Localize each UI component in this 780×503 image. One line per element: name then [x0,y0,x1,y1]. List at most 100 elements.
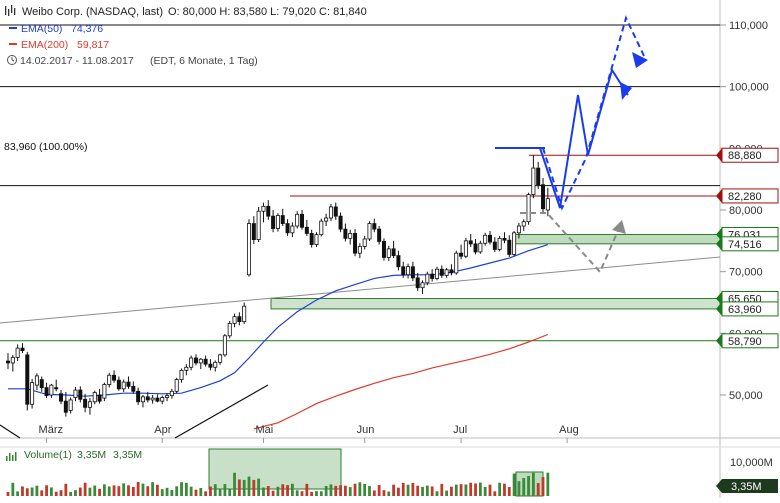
candle-body [136,390,141,403]
volume-value-2: 3,35M [113,449,142,461]
support-zone-upper [512,233,721,245]
volume-bar [498,482,502,496]
volume-bar [387,491,391,496]
candle-body [541,184,546,210]
volume-bar [117,486,121,496]
candle-body [203,358,208,365]
candle [256,206,261,243]
candle-body [34,375,39,386]
candle [218,353,223,365]
volume-bar [459,484,463,496]
candle-body [20,347,25,351]
candle [497,235,502,252]
volume-bar [300,491,304,496]
volume-bar [397,487,400,496]
candle-body [319,220,324,236]
volume-bar [107,486,111,496]
candle [357,243,362,259]
volume-bar [512,473,516,496]
candle-body [246,223,251,276]
candle [15,344,20,362]
candle [68,397,73,414]
candle [309,229,314,248]
volume-last-badge [722,479,778,493]
ema50-legend-swatch [9,27,17,29]
candle-body [179,369,184,380]
volume-bar [165,487,169,496]
candle [251,216,256,244]
candle [396,250,401,271]
volume-bar [271,490,275,496]
candle [92,390,97,405]
volume-bar [194,489,198,496]
x-axis-months: März Apr Mai Jun Jul Aug [39,424,579,443]
volume-bar [310,491,314,496]
price-badge-pointer [716,333,722,348]
volume-bar [290,483,294,496]
candle-body [406,266,411,276]
candle-body [165,395,170,398]
volume-bar [348,487,352,496]
volume-bar [401,482,405,496]
volume-bar [262,487,265,496]
candle-body [295,213,300,227]
candle-body [251,223,256,240]
candle-body [516,225,521,234]
candle-body [415,277,420,289]
candle-body [59,393,64,402]
candle [314,232,319,247]
candle-body [507,239,512,255]
candle [261,202,266,223]
volume-header: Volume(1) 3,35M 3,35M [6,449,142,461]
candle-body [521,221,526,227]
candle [439,265,444,278]
volume-bar [141,483,145,496]
price-badge-label: 58,790 [728,336,762,348]
candle [425,271,430,286]
candle [246,219,251,277]
ema200-legend-value: 59,817 [77,39,109,51]
candle [112,370,117,383]
volume-bar [112,485,116,496]
candle-body [430,273,435,279]
candle [295,211,300,229]
candle-body [227,323,232,337]
date-range: 14.02.2017 - 11.08.2017 [20,55,134,67]
candle-body [261,205,266,212]
candle-body [434,268,439,279]
candle-body [396,255,401,268]
price-badge-label: 63,960 [728,304,762,316]
candle [271,210,276,233]
volume-bar [199,487,203,496]
candle [536,161,541,190]
candle-body [300,213,305,228]
candle-body [536,167,541,186]
volume-bar [122,483,126,496]
candle-body [502,237,507,241]
chart-type-icon[interactable] [5,5,16,16]
volume-bar [103,484,106,496]
candle-body [444,269,449,276]
volume-bar [382,490,386,496]
volume-bar [507,487,511,496]
candle-body [545,198,550,211]
x-tick-label: Mai [255,424,273,436]
candle-body [377,228,382,242]
candle-body [512,232,517,255]
candle-body [362,238,367,247]
candle-body [131,385,136,392]
y-tick-label: 110,000 [729,20,768,32]
volume-bar [368,486,371,496]
volume-bar [16,491,20,496]
candle-body [6,360,11,364]
volume-bar [21,486,24,496]
volume-bar [488,484,492,496]
candle [348,229,353,245]
candle [131,381,136,394]
volume-bar [78,487,82,496]
x-tick-label: Aug [559,424,579,436]
candle-body [30,382,35,405]
volume-bar [493,491,497,496]
candle [140,395,145,408]
x-tick-label: Jun [357,424,375,436]
